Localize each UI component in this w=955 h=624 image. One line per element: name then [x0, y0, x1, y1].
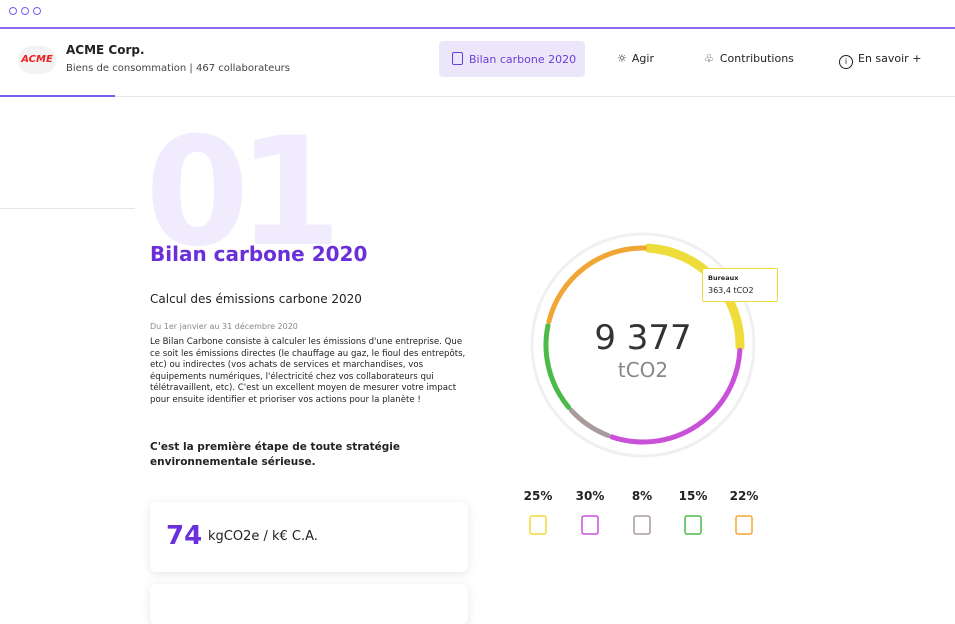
- nav-label[interactable]: Contributions: [719, 52, 794, 65]
- kpi-card: [150, 584, 468, 624]
- section-number: 01: [145, 106, 342, 280]
- header-underline: [0, 95, 115, 97]
- nav-item[interactable]: ♧ Contributions: [704, 52, 794, 65]
- category-icon: [684, 515, 702, 535]
- divider: [0, 208, 135, 209]
- window-dots: [9, 7, 41, 15]
- category-icon: [529, 515, 547, 535]
- donut-segment: [568, 407, 611, 438]
- nav-label[interactable]: Agir: [631, 52, 654, 65]
- window-bar: [0, 0, 955, 29]
- tooltip: Bureaux 363,4 tCO2: [702, 268, 778, 302]
- section-subtitle: Calcul des émissions carbone 2020: [150, 292, 362, 306]
- date: Du 1er janvier au 31 décembre 2020: [150, 322, 298, 331]
- nav-label[interactable]: Bilan carbone 2020: [469, 53, 577, 66]
- share-label: 8%: [632, 489, 652, 503]
- kpi-card: 74 kgCO2e / k€ C.A.: [150, 502, 468, 572]
- share-label: 22%: [730, 489, 759, 503]
- nav-active-bg: [439, 41, 585, 77]
- share-label: 25%: [524, 489, 553, 503]
- section-title: Bilan carbone 2020: [150, 242, 368, 266]
- header: [0, 29, 955, 97]
- nav-label[interactable]: En savoir +: [858, 52, 922, 65]
- donut-segment: [546, 245, 647, 325]
- kpi-value: 74: [166, 521, 203, 551]
- kpi-unit: kgCO2e / k€ C.A.: [208, 529, 318, 544]
- donut-halo: [530, 232, 756, 458]
- donut-chart: 25% 30% 8% 15% 22%: [524, 232, 759, 535]
- logo[interactable]: ACME: [18, 46, 56, 74]
- share-label: 30%: [576, 489, 605, 503]
- body-text: Le Bilan Carbone consiste à calculer les…: [150, 337, 466, 405]
- category-icon: [581, 515, 599, 535]
- donut-segment: [543, 322, 572, 410]
- emphasis: C'est la première étape de toute stratég…: [150, 441, 400, 468]
- category-icon: [633, 515, 651, 535]
- donut-total: 9 377: [594, 318, 692, 358]
- donut-unit: tCO2: [617, 358, 669, 382]
- company: ACME Corp.: [66, 43, 145, 57]
- share-label: 15%: [679, 489, 708, 503]
- tooltip-label: Bureaux: [708, 274, 739, 282]
- donut-segment: [609, 347, 743, 445]
- nav-item[interactable]: Bilan carbone 2020: [452, 52, 576, 66]
- category-icon: [735, 515, 753, 535]
- page: ACME ACME Corp. Biens de consommation | …: [0, 0, 955, 572]
- tooltip-value: 363,4 tCO2: [708, 286, 754, 295]
- nav-item[interactable]: i En savoir +: [839, 52, 921, 69]
- company-subtitle: Biens de consommation | 467 collaborateu…: [66, 63, 290, 74]
- nav-item[interactable]: ☼ Agir: [617, 52, 654, 65]
